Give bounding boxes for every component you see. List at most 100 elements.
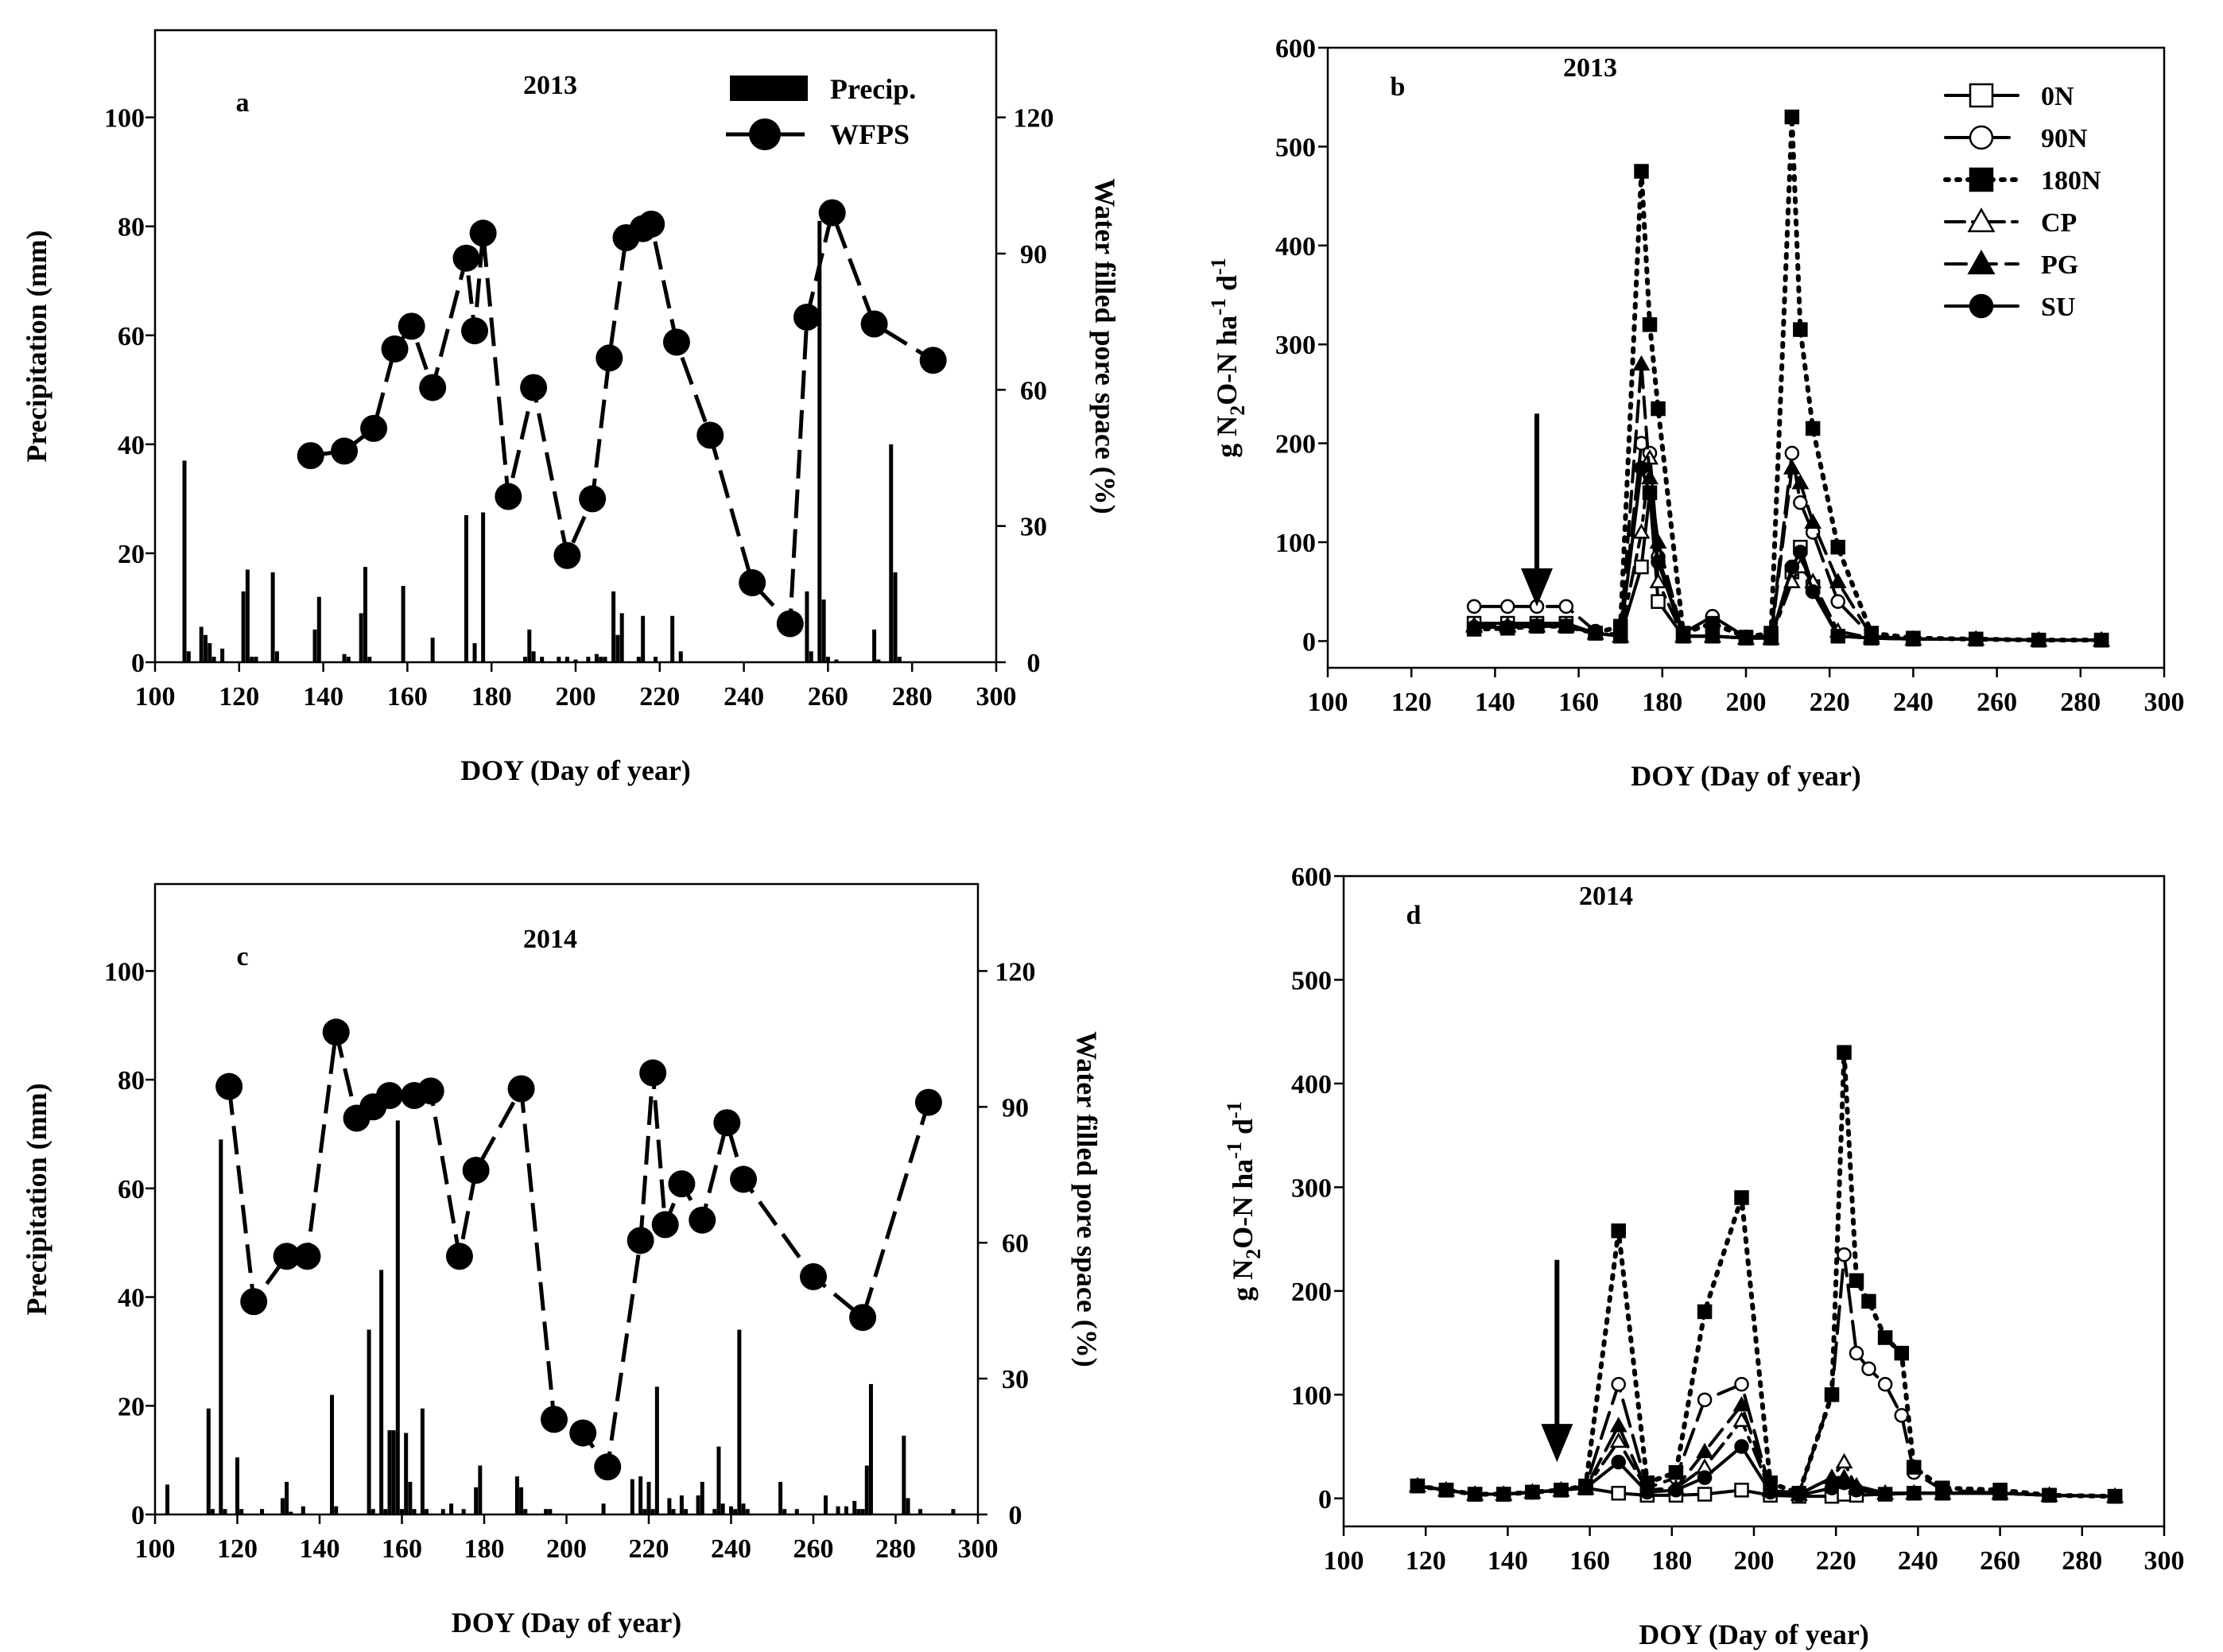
wfps-point <box>579 485 607 513</box>
precip-bar <box>544 1509 549 1514</box>
precip-bar <box>671 1509 676 1514</box>
precip-bar <box>642 1509 647 1514</box>
wfps-point <box>419 374 447 401</box>
series-SU <box>1466 460 2109 648</box>
series-point <box>1611 1486 1626 1501</box>
y-tick-label: 40 <box>118 1284 145 1313</box>
panel-label: d <box>1406 901 1422 930</box>
wfps-point <box>668 1170 696 1198</box>
precip-bar <box>794 1509 799 1514</box>
legend-label: Precip. <box>830 73 916 105</box>
y-axis-label-part: g N <box>1227 1259 1259 1301</box>
precip-bar <box>573 659 578 662</box>
series-point <box>1634 460 1649 475</box>
x-tick-label: 260 <box>793 1534 834 1564</box>
y-tick-label: 100 <box>104 104 145 134</box>
series-point <box>1849 1345 1864 1361</box>
series-point <box>1861 1293 1876 1309</box>
series-point <box>1877 1330 1893 1345</box>
precip-bar <box>245 569 250 662</box>
precip-bar <box>186 651 191 662</box>
series-point <box>1877 1487 1893 1502</box>
x-tick-label: 100 <box>1324 1546 1364 1576</box>
y-tick-label: 0 <box>1302 627 1316 657</box>
series-point <box>1632 523 1651 539</box>
wfps-point <box>793 303 821 331</box>
precip-bar <box>203 634 208 662</box>
series-point <box>1632 355 1651 371</box>
series-point <box>1864 630 1880 646</box>
series-point <box>1525 1484 1540 1500</box>
series-point <box>1763 1484 1778 1500</box>
precip-bar <box>241 591 246 662</box>
y-tick-label: 100 <box>1291 1381 1332 1410</box>
y-tick-label: 500 <box>1275 133 1316 162</box>
wfps-point <box>594 1453 622 1481</box>
legend: Precip. WFPS <box>726 73 916 150</box>
precip-bar <box>817 220 822 662</box>
series-point <box>1697 1304 1713 1320</box>
series-point <box>1466 599 1482 615</box>
y2-tick-label: 30 <box>1002 1365 1029 1394</box>
y-axis-label-part: d <box>1227 1119 1259 1142</box>
precip-bar <box>619 613 624 662</box>
precip-bar <box>720 1503 725 1514</box>
precip-bar <box>312 629 317 662</box>
wfps-point <box>860 310 888 338</box>
series-point <box>1642 317 1658 332</box>
y-tick-label: 100 <box>104 957 145 987</box>
legend-marker-swatch <box>1969 167 1994 192</box>
wfps-point <box>322 1018 350 1046</box>
legend-label: CP <box>2041 208 2077 238</box>
series-point <box>1675 628 1691 644</box>
precip-bar <box>370 1509 375 1514</box>
fertilizer-arrow-head <box>1541 1424 1573 1463</box>
precip-bar <box>684 1509 689 1514</box>
precip-bar <box>367 657 372 662</box>
series-point <box>1734 1190 1749 1205</box>
x-tick-label: 160 <box>387 682 428 712</box>
series-point <box>1634 559 1649 575</box>
y-tick-label: 40 <box>118 431 145 460</box>
legend-marker-swatch <box>1969 293 1994 319</box>
series-point <box>1466 619 1482 635</box>
legend-marker-swatch <box>1967 250 1996 275</box>
series-point <box>1837 1247 1852 1262</box>
series-point <box>1835 1452 1853 1469</box>
x-tick-label: 100 <box>1308 688 1348 717</box>
x-axis-label: DOY (Day of year) <box>460 754 691 786</box>
x-tick-label: 200 <box>1726 688 1767 717</box>
y-axis-label-part: d <box>1211 275 1243 298</box>
wfps-point <box>713 1109 741 1137</box>
plot-frame <box>1342 874 2166 1528</box>
precip-bar <box>412 1509 417 1514</box>
precip-bar <box>400 1509 404 1514</box>
series-point <box>1877 1377 1893 1392</box>
y-axis-label: Precipitation (mm) <box>21 1083 52 1315</box>
year-label: 2014 <box>523 925 577 954</box>
x-tick-label: 260 <box>808 682 848 712</box>
series-point <box>1410 1478 1426 1494</box>
precip-bar <box>165 1484 170 1514</box>
precip-bar <box>615 634 620 662</box>
precip-bar <box>918 1509 923 1514</box>
series-SU <box>1410 1439 2123 1504</box>
precip-bar <box>285 1481 289 1514</box>
x-tick-label: 180 <box>1642 688 1682 717</box>
series-point <box>1558 599 1574 615</box>
y-tick-label: 600 <box>1291 863 1332 892</box>
series-line <box>1472 116 2105 643</box>
precip-bar <box>523 657 528 662</box>
precip-bar <box>836 1506 840 1514</box>
y2-tick-label: 120 <box>1014 104 1054 134</box>
series-point <box>1849 1273 1864 1289</box>
precip-bar <box>548 1509 553 1514</box>
series-point <box>1824 1387 1840 1402</box>
precip-bar <box>391 1430 396 1514</box>
y2-tick-label: 30 <box>1020 513 1047 542</box>
series-point <box>1668 1483 1684 1498</box>
y-tick-label: 20 <box>118 1392 145 1421</box>
precip-bar <box>654 657 658 662</box>
precip-bar <box>235 1457 239 1514</box>
wfps-point <box>800 1262 827 1290</box>
